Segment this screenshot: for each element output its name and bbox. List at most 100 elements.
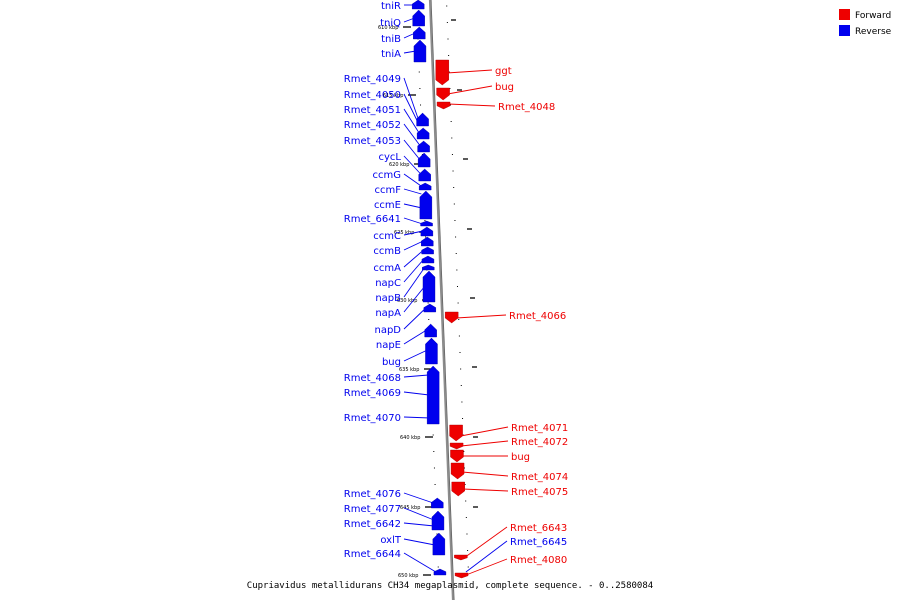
leader-line-reverse: [403, 522, 435, 527]
gene-arrow-reverse: [418, 168, 431, 182]
gene-label-reverse: ccmC: [373, 231, 401, 242]
gene-label-reverse: Rmet_4052: [344, 120, 401, 131]
gene-label-forward: Rmet_6645: [510, 537, 567, 548]
leader-line-reverse: [403, 329, 427, 345]
leader-line-reverse: [403, 50, 417, 54]
leader-line-reverse: [403, 552, 437, 573]
leader-line-forward: [456, 314, 507, 319]
gene-label-reverse: napC: [375, 278, 401, 289]
scale-tick-label: 645 kbp: [400, 505, 420, 511]
leader-line-reverse: [403, 538, 435, 546]
gene-label-forward: Rmet_4080: [510, 555, 567, 566]
leader-line-reverse: [403, 374, 429, 378]
map-caption: Cupriavidus metallidurans CH34 megaplasm…: [247, 581, 653, 591]
gene-label-reverse: ccmG: [373, 170, 402, 181]
leader-line-forward: [465, 540, 508, 573]
gene-label-reverse: ccmE: [374, 200, 401, 211]
leader-line-reverse: [403, 249, 424, 268]
gene-label-reverse: Rmet_4050: [344, 90, 401, 101]
leader-line-forward: [465, 526, 508, 558]
leader-line-reverse: [403, 258, 425, 283]
gene-label-forward: Rmet_4074: [511, 472, 568, 483]
leader-line-reverse: [403, 391, 430, 396]
legend-reverse: Reverse: [839, 25, 892, 37]
gene-arrow-reverse: [433, 568, 447, 576]
gene-arrow-reverse: [422, 264, 435, 271]
scale-tick-label: 635 kbp: [399, 367, 419, 373]
leader-line-reverse: [403, 285, 426, 313]
legend-reverse-label: Reverse: [855, 27, 892, 37]
legend-reverse-swatch: [839, 25, 850, 36]
gene-label-reverse: Rmet_4069: [344, 388, 401, 399]
gene-label-reverse: Rmet_6642: [344, 519, 401, 530]
gene-arrow-forward: [436, 101, 451, 110]
gene-arrow-reverse: [419, 190, 433, 220]
leader-line-forward: [465, 558, 508, 576]
sequence-backbone: [428, 0, 455, 600]
leader-line-forward: [461, 440, 509, 447]
gene-label-reverse: tniB: [381, 34, 401, 45]
leader-line-reverse: [403, 307, 427, 330]
leader-line-reverse: [403, 349, 428, 362]
leader-line-reverse: [403, 77, 420, 121]
leader-line-forward: [462, 488, 509, 492]
gene-arrow-forward: [454, 554, 468, 561]
leader-line-reverse: [403, 230, 423, 236]
leader-line-reverse: [403, 507, 435, 521]
leader-line-reverse: [403, 240, 424, 251]
gene-arrow-reverse: [425, 337, 438, 365]
gene-arrow-reverse: [418, 182, 432, 191]
gene-arrow-reverse: [416, 127, 430, 140]
leader-line-reverse: [403, 267, 425, 298]
gene-label-forward: Rmet_4048: [498, 102, 555, 113]
gene-label-reverse: tniA: [381, 49, 401, 60]
leader-line-forward: [446, 69, 493, 74]
leader-line-reverse: [403, 492, 434, 504]
gene-arrow-reverse: [412, 9, 425, 27]
gene-label-forward: Rmet_6643: [510, 523, 567, 534]
gene-label-reverse: tniR: [381, 1, 401, 12]
leader-line-reverse: [403, 93, 420, 125]
scale-tick-label: 610 kbp: [378, 25, 398, 31]
leader-line-reverse: [403, 188, 422, 195]
leader-line-forward: [462, 471, 509, 477]
gene-label-reverse: Rmet_4051: [344, 105, 401, 116]
gene-arrow-forward: [444, 311, 459, 324]
gene-arrow-reverse: [432, 532, 446, 556]
gene-arrow-reverse: [422, 270, 436, 303]
gene-label-forward: ggt: [495, 66, 512, 77]
gene-label-reverse: Rmet_6641: [344, 214, 401, 225]
gene-arrow-reverse: [413, 39, 427, 63]
gene-arrow-reverse: [421, 255, 435, 264]
gene-label-forward: bug: [511, 452, 530, 463]
gene-label-reverse: Rmet_4068: [344, 373, 401, 384]
gene-arrow-forward: [450, 462, 465, 480]
gene-label-forward: Rmet_4071: [511, 423, 568, 434]
gene-label-reverse: Rmet_4049: [344, 74, 401, 85]
legend-forward-swatch: [839, 9, 850, 20]
gene-label-reverse: napE: [376, 340, 401, 351]
legend-forward: Forward: [839, 9, 891, 21]
leader-line-reverse: [403, 108, 420, 134]
gene-arrow-reverse: [417, 140, 430, 153]
gene-label-forward: Rmet_4075: [511, 487, 568, 498]
gene-arrow-reverse: [420, 226, 434, 237]
leader-line-reverse: [403, 123, 420, 146]
gene-label-reverse: napB: [375, 293, 401, 304]
gene-arrow-reverse: [426, 365, 440, 425]
gene-label-reverse: ccmB: [373, 246, 401, 257]
gene-arrow-forward: [450, 449, 464, 463]
gene-arrow-reverse: [431, 510, 445, 531]
scale-tick-label: 620 kbp: [389, 162, 409, 168]
gene-label-reverse: oxlT: [380, 535, 402, 546]
gene-arrow-forward: [449, 442, 464, 450]
scale-tick-label: 640 kbp: [400, 435, 420, 441]
leader-line-reverse: [403, 416, 431, 419]
scale-tick-label: 625 kbp: [394, 230, 414, 236]
gene-arrow-forward: [436, 87, 450, 101]
gene-arrow-forward: [449, 424, 463, 442]
leader-line-reverse: [403, 155, 422, 175]
gene-label-reverse: bug: [382, 357, 401, 368]
leader-line-reverse: [403, 17, 415, 23]
